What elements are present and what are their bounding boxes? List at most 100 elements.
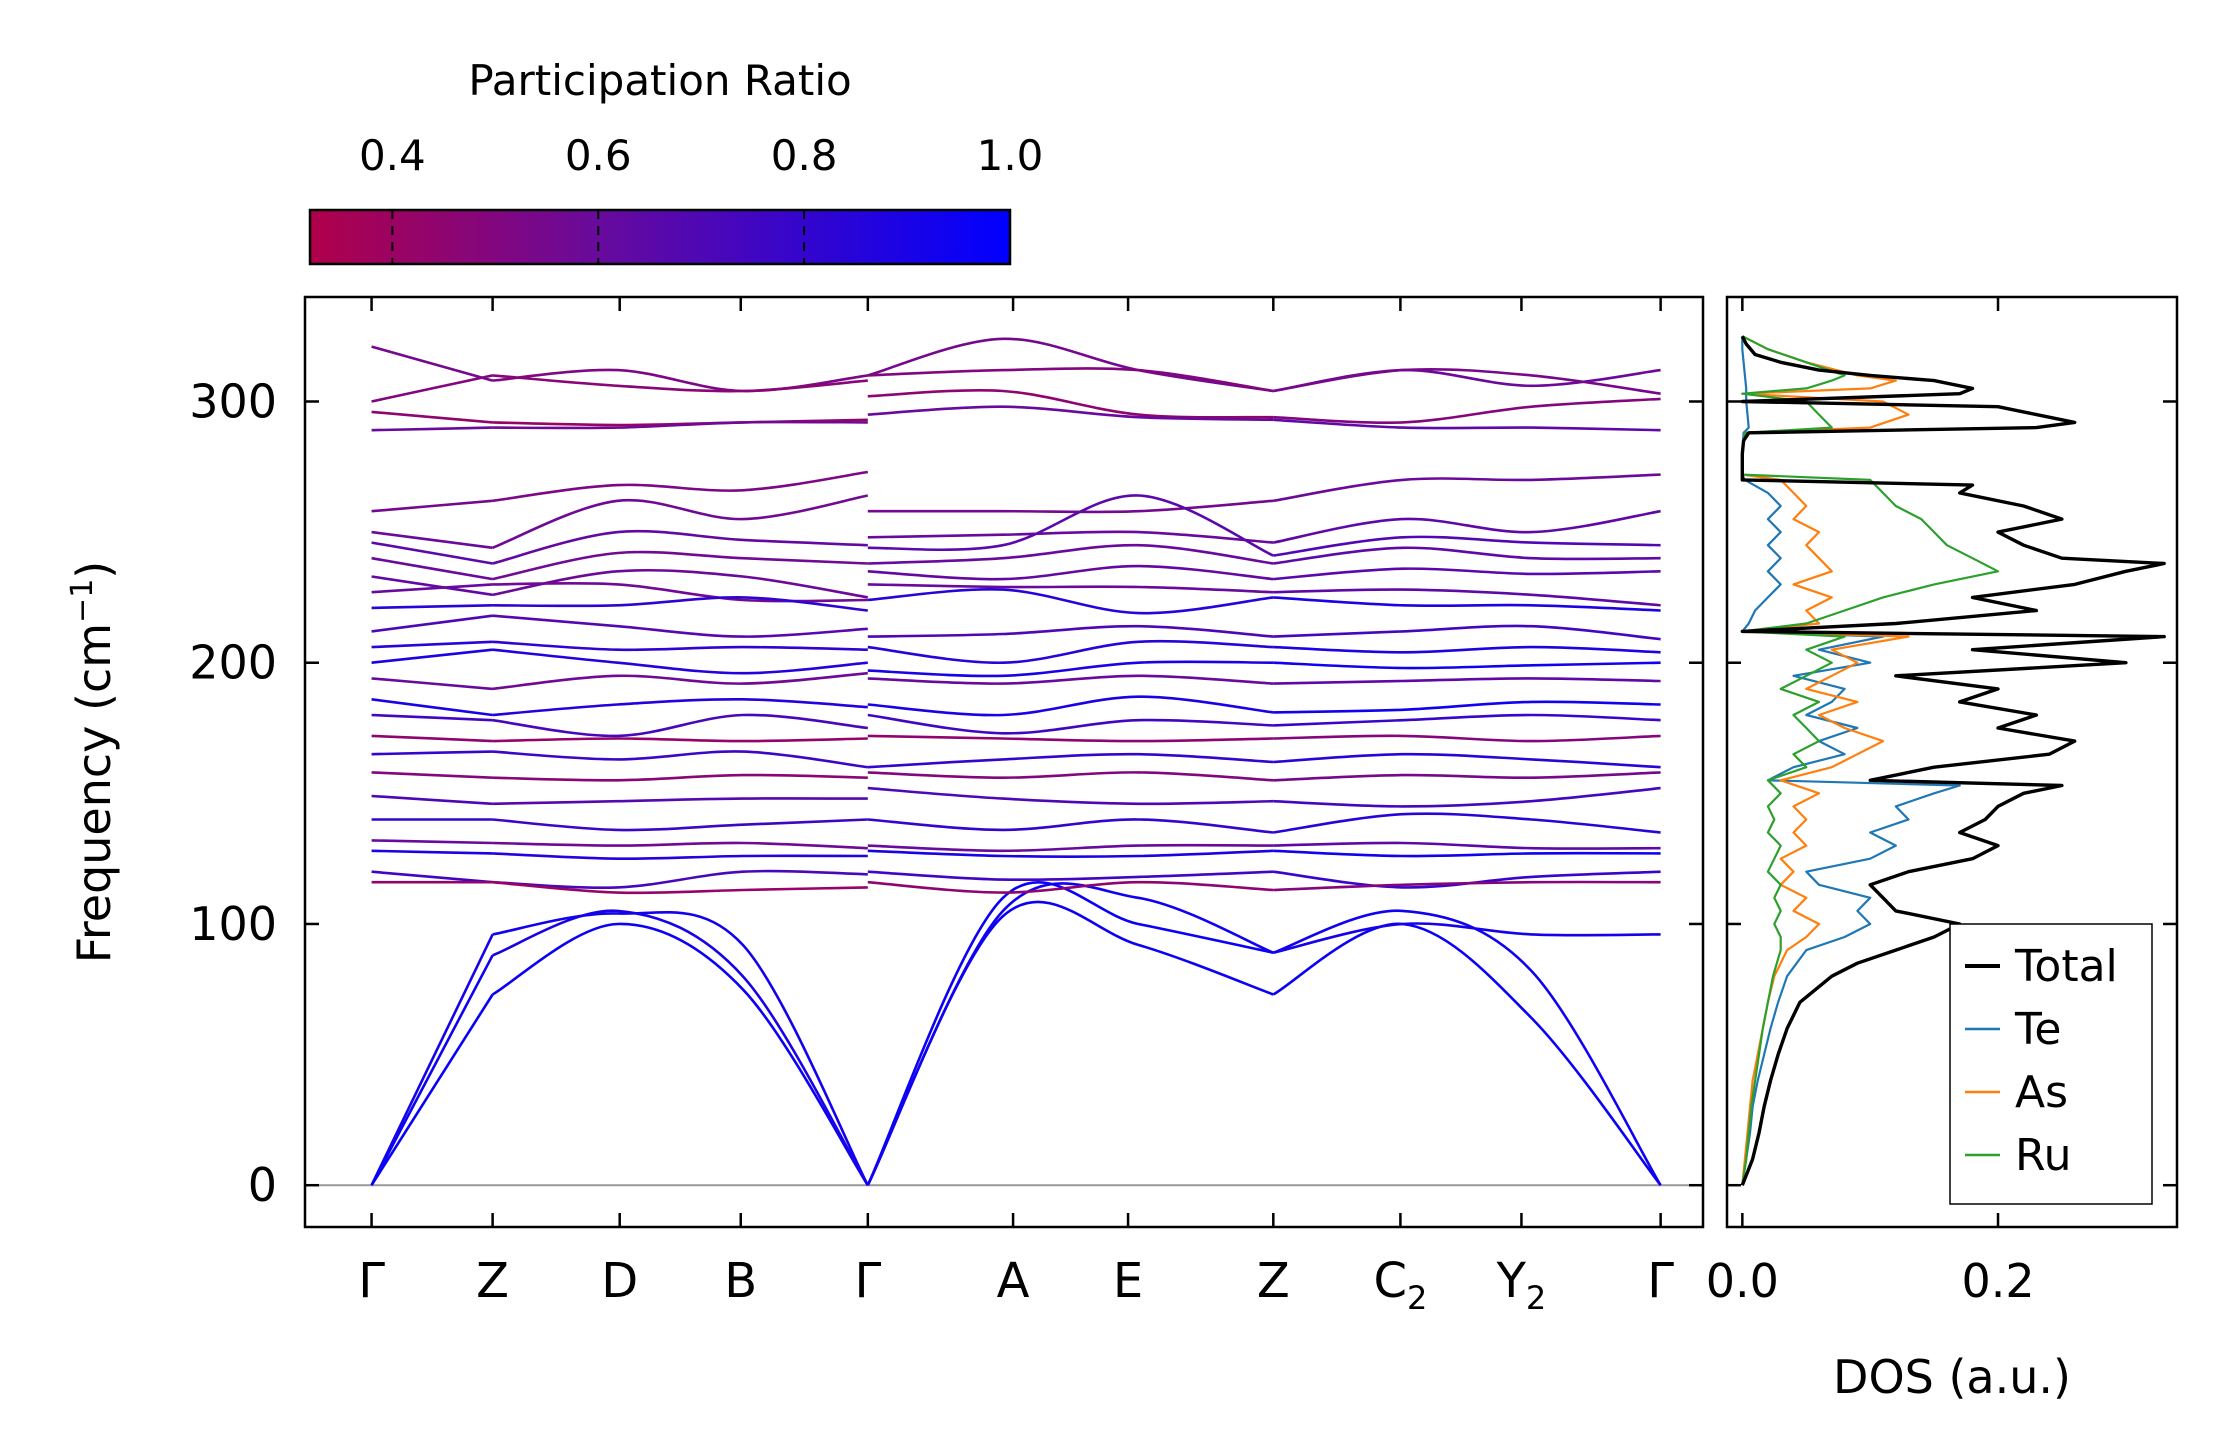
phonon-branch <box>867 405 1274 422</box>
phonon-branch <box>492 470 868 503</box>
phonon-branch <box>867 337 1274 393</box>
phonon-branch <box>492 640 868 652</box>
dos-x-tick-label: 0.0 <box>1706 1254 1779 1308</box>
phonon-branch <box>1273 812 1661 834</box>
phonon-branch <box>1273 588 1661 607</box>
colorbar-title: Participation Ratio <box>468 56 851 105</box>
acoustic-branch <box>370 954 494 1186</box>
phonon-branch <box>371 839 493 845</box>
phonon-branch <box>1273 922 1661 954</box>
frequency-axis-label: Frequency (cm−1) <box>65 561 121 964</box>
high-symmetry-label: Γ <box>358 1253 385 1309</box>
phonon-branch <box>492 494 869 550</box>
phonon-branch <box>1273 771 1661 782</box>
dos-axes-frame <box>1725 295 2179 1229</box>
phonon-branch <box>371 640 493 649</box>
phonon-branch <box>492 773 868 782</box>
phonon-branch <box>492 869 868 889</box>
high-symmetry-label: Z <box>476 1253 509 1309</box>
phonon-branch <box>371 849 493 855</box>
phonon-branch <box>867 674 1274 685</box>
phonon-branch <box>1273 645 1661 654</box>
phonon-branch <box>492 420 868 430</box>
phonon-branch <box>867 530 1274 544</box>
phonon-branch <box>867 583 1274 594</box>
band-y-ticks: 0 100 200 300 <box>189 374 1703 1212</box>
band-branches <box>370 337 1662 1186</box>
y-tick-label: 300 <box>189 374 277 428</box>
phonon-branch <box>1273 596 1661 612</box>
phonon-branch <box>1273 700 1661 714</box>
phonon-branch <box>492 880 868 895</box>
phonon-branch <box>371 374 493 403</box>
phonon-branch <box>371 575 493 597</box>
phonon-branch <box>371 713 493 722</box>
phonon-branch <box>492 737 868 743</box>
phonon-branch <box>371 648 493 664</box>
phonon-branch <box>867 880 1274 894</box>
dos-legend: Total Te As Ru <box>1949 923 2153 1205</box>
phonon-branch <box>1273 870 1661 889</box>
high-symmetry-label: C2 <box>1373 1253 1427 1317</box>
phonon-branch <box>492 614 868 638</box>
high-symmetry-label: B <box>724 1253 757 1309</box>
phonon-branch <box>371 345 493 382</box>
phonon-branch <box>867 624 1274 638</box>
phonon-branch <box>1273 535 1661 557</box>
phonon-branch <box>867 752 1274 769</box>
phonon-branch <box>867 499 1274 514</box>
phonon-branch <box>867 367 1274 393</box>
phonon-branch <box>1273 567 1661 581</box>
y-tick-label: 100 <box>189 897 277 951</box>
phonon-branch <box>371 750 493 756</box>
phonon-branch <box>867 771 1274 782</box>
phonon-branch <box>371 698 493 717</box>
phonon-branch <box>1273 397 1661 424</box>
phonon-branch <box>492 713 868 738</box>
dos-curve-as <box>1741 335 1910 1186</box>
phonon-branch <box>371 499 493 513</box>
phonon-branch <box>371 541 493 565</box>
phonon-branch <box>492 797 868 806</box>
phonon-branch <box>371 410 493 424</box>
phonon-branch <box>867 695 1274 717</box>
phonon-branch <box>492 648 868 675</box>
legend-label-ru: Ru <box>2015 1130 2071 1181</box>
dos-x-tick-label: 0.2 <box>1961 1254 2034 1308</box>
phonon-branch <box>492 852 868 861</box>
phonon-branch <box>492 374 868 393</box>
band-axes-frame <box>303 295 1705 1229</box>
phonon-branch <box>371 794 493 806</box>
dos-ticks: 0.0 0.2 <box>1706 297 2177 1308</box>
phonon-branch <box>371 734 493 743</box>
phonon-branch <box>371 771 493 779</box>
y-tick-label: 0 <box>248 1158 277 1212</box>
phonon-branch <box>1273 880 1661 892</box>
phonon-branch <box>371 870 493 884</box>
phonon-branch <box>1273 661 1661 670</box>
phonon-branch <box>491 922 869 1186</box>
legend-label-total: Total <box>2014 941 2118 992</box>
colorbar-tick-label: 0.6 <box>565 131 632 180</box>
phonon-branch <box>371 530 493 550</box>
phonon-branch <box>1273 509 1661 544</box>
phonon-branch <box>1273 677 1661 685</box>
dos-curves <box>1740 335 2166 1186</box>
phonon-branch <box>1273 849 1661 858</box>
phonon-branch <box>371 677 493 691</box>
phonon-branch <box>371 604 493 610</box>
colorbar-tick-label: 0.8 <box>771 131 838 180</box>
phonon-branch <box>866 882 1274 1186</box>
phonon-branch <box>371 426 493 432</box>
high-symmetry-label: A <box>997 1253 1030 1309</box>
phonon-branch <box>867 713 1274 735</box>
high-symmetry-label: Γ <box>1647 1253 1674 1309</box>
phonon-branch <box>1272 909 1662 1186</box>
dos-curve-te <box>1741 336 1961 1186</box>
legend-label-as: As <box>2015 1067 2068 1118</box>
phonon-branch <box>867 543 1274 565</box>
phonon-branch <box>1273 473 1661 503</box>
dos-curve-total <box>1740 335 2166 1186</box>
dos-panel: 0.0 0.2 DOS (a.u.) Total Te As Ru <box>1706 295 2179 1404</box>
legend-label-te: Te <box>2014 1004 2061 1055</box>
